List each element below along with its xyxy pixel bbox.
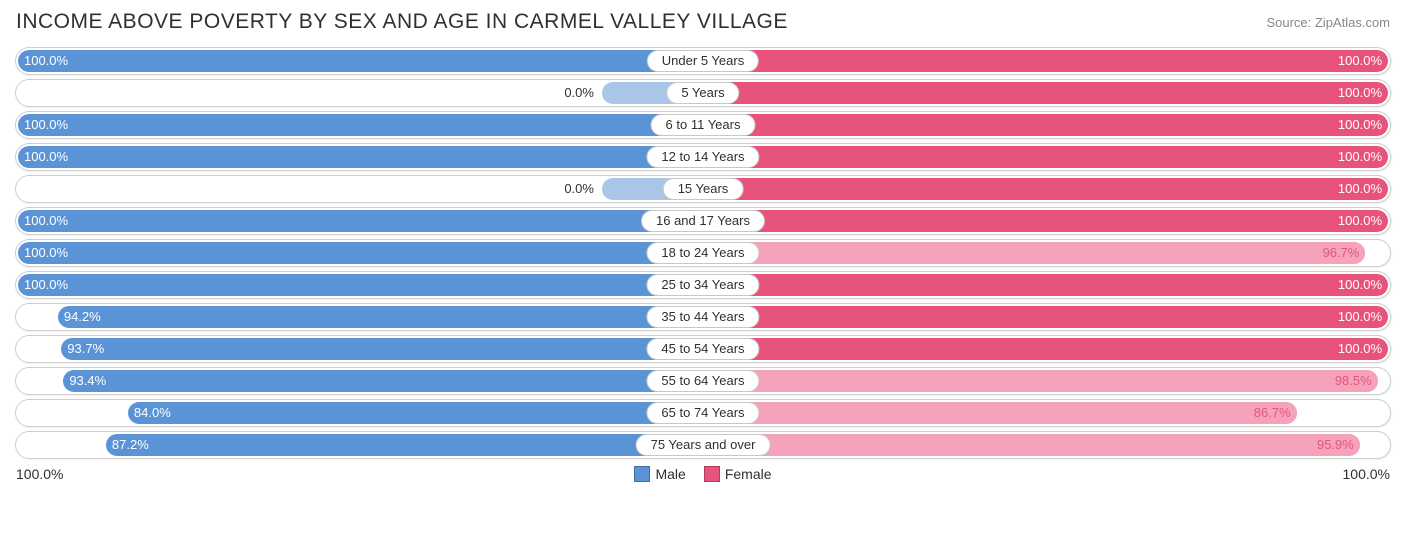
chart-row: 94.2% 100.0% 35 to 44 Years: [16, 304, 1390, 330]
male-value: 87.2%: [112, 432, 149, 458]
female-swatch-icon: [704, 466, 720, 482]
chart-row: 100.0% 100.0% 6 to 11 Years: [16, 112, 1390, 138]
female-value: 100.0%: [1338, 48, 1382, 74]
age-category-label: 16 and 17 Years: [641, 210, 765, 232]
age-category-label: 55 to 64 Years: [646, 370, 759, 392]
chart-row: 93.4% 98.5% 55 to 64 Years: [16, 368, 1390, 394]
age-category-label: 25 to 34 Years: [646, 274, 759, 296]
male-value: 100.0%: [24, 240, 68, 266]
female-value: 100.0%: [1338, 176, 1382, 202]
chart-rows: 100.0% 100.0% Under 5 Years 0.0% 100.0% 5 Yea…: [16, 48, 1390, 458]
female-value: 86.7%: [1254, 400, 1291, 426]
age-category-label: 15 Years: [663, 178, 744, 200]
male-value: 100.0%: [24, 272, 68, 298]
male-value: 93.4%: [69, 368, 106, 394]
chart-row: 0.0% 100.0% 15 Years: [16, 176, 1390, 202]
male-value: 100.0%: [24, 48, 68, 74]
legend-male: Male: [634, 466, 685, 482]
female-value: 100.0%: [1338, 80, 1382, 106]
female-value: 100.0%: [1338, 144, 1382, 170]
male-value: 100.0%: [24, 144, 68, 170]
legend-male-label: Male: [655, 466, 685, 482]
chart-row: 93.7% 100.0% 45 to 54 Years: [16, 336, 1390, 362]
age-category-label: Under 5 Years: [647, 50, 759, 72]
age-category-label: 35 to 44 Years: [646, 306, 759, 328]
male-value: 0.0%: [564, 176, 594, 202]
male-value: 0.0%: [564, 80, 594, 106]
female-value: 96.7%: [1322, 240, 1359, 266]
chart-header: INCOME ABOVE POVERTY BY SEX AND AGE IN C…: [16, 10, 1390, 34]
chart-row: 100.0% 100.0% 25 to 34 Years: [16, 272, 1390, 298]
age-category-label: 65 to 74 Years: [646, 402, 759, 424]
chart-row: 100.0% 100.0% 12 to 14 Years: [16, 144, 1390, 170]
chart-legend: Male Female: [634, 466, 771, 482]
chart-row: 87.2% 95.9% 75 Years and over: [16, 432, 1390, 458]
chart-axis: 100.0% Male Female 100.0%: [16, 466, 1390, 482]
legend-female: Female: [704, 466, 772, 482]
legend-female-label: Female: [725, 466, 772, 482]
male-value: 93.7%: [67, 336, 104, 362]
age-category-label: 5 Years: [666, 82, 739, 104]
axis-right-label: 100.0%: [1343, 466, 1390, 482]
female-value: 100.0%: [1338, 336, 1382, 362]
chart-row: 100.0% 100.0% 16 and 17 Years: [16, 208, 1390, 234]
male-value: 94.2%: [64, 304, 101, 330]
age-category-label: 18 to 24 Years: [646, 242, 759, 264]
female-value: 100.0%: [1338, 112, 1382, 138]
chart-row: 84.0% 86.7% 65 to 74 Years: [16, 400, 1390, 426]
chart-row: 0.0% 100.0% 5 Years: [16, 80, 1390, 106]
female-value: 98.5%: [1335, 368, 1372, 394]
chart-title: INCOME ABOVE POVERTY BY SEX AND AGE IN C…: [16, 10, 788, 34]
age-category-label: 6 to 11 Years: [651, 114, 756, 136]
chart-source: Source: ZipAtlas.com: [1266, 15, 1390, 30]
age-category-label: 12 to 14 Years: [646, 146, 759, 168]
male-swatch-icon: [634, 466, 650, 482]
male-value: 84.0%: [134, 400, 171, 426]
female-value: 95.9%: [1317, 432, 1354, 458]
poverty-by-sex-age-chart: INCOME ABOVE POVERTY BY SEX AND AGE IN C…: [0, 0, 1406, 490]
female-value: 100.0%: [1338, 304, 1382, 330]
axis-left-label: 100.0%: [16, 466, 63, 482]
age-category-label: 45 to 54 Years: [646, 338, 759, 360]
chart-row: 100.0% 96.7% 18 to 24 Years: [16, 240, 1390, 266]
age-category-label: 75 Years and over: [636, 434, 771, 456]
female-value: 100.0%: [1338, 272, 1382, 298]
male-value: 100.0%: [24, 112, 68, 138]
female-value: 100.0%: [1338, 208, 1382, 234]
chart-row: 100.0% 100.0% Under 5 Years: [16, 48, 1390, 74]
male-value: 100.0%: [24, 208, 68, 234]
